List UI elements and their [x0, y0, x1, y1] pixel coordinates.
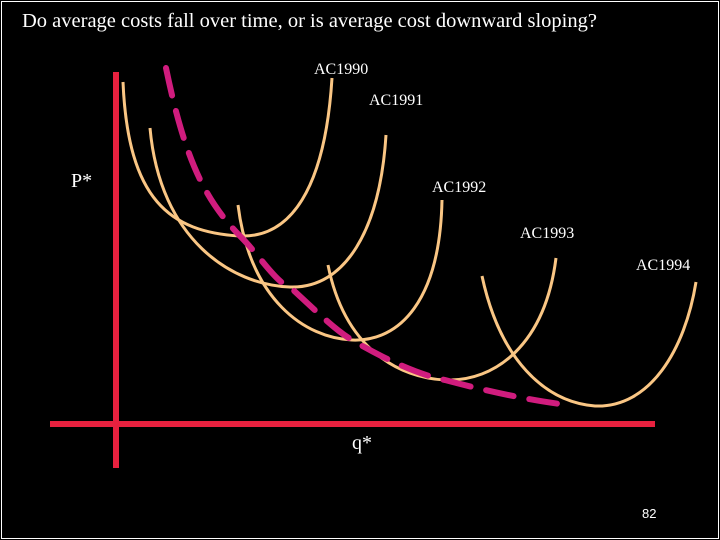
- ac1991-label: AC1991: [369, 92, 424, 109]
- page-number: 82: [642, 506, 657, 521]
- ac1994-label: AC1994: [636, 257, 691, 274]
- ac1993-label: AC1993: [520, 225, 575, 242]
- ac-curve-1993: [326, 257, 558, 382]
- quantity-axis-label: q*: [352, 432, 372, 454]
- envelope-curve: [163, 65, 563, 407]
- ac1990-label: AC1990: [314, 61, 369, 78]
- ac-curve-1991: [148, 127, 388, 289]
- price-axis-label: P*: [71, 170, 93, 192]
- ac-curve-1994: [480, 275, 698, 408]
- ac1992-label: AC1992: [432, 179, 487, 196]
- ac-curve-1992: [236, 199, 444, 342]
- slide-title: Do average costs fall over time, or is a…: [22, 10, 597, 32]
